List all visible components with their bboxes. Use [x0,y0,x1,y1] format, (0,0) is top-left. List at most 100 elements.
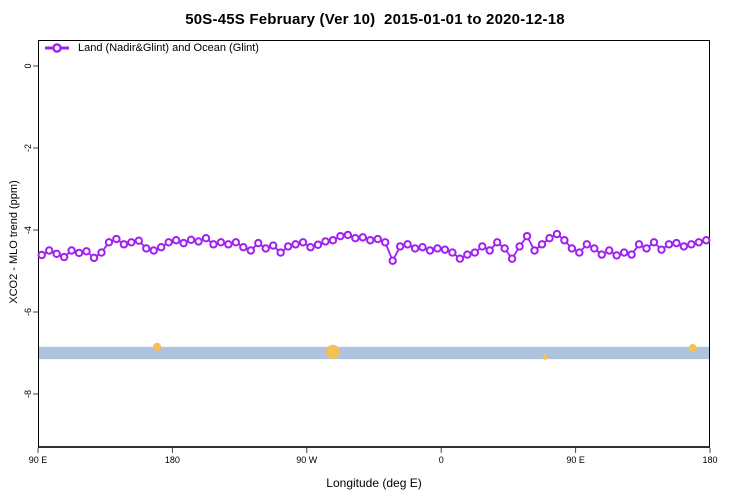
data-point [507,254,517,263]
data-point [313,240,323,249]
data-point [298,238,308,247]
data-point [89,253,99,263]
data-point [306,243,315,252]
outlier-mark [542,354,548,360]
x-axis-tick-label: 180 [165,455,180,465]
data-point [194,237,203,246]
outlier-mark [152,342,162,351]
plot-area [38,40,710,448]
data-point [59,252,69,262]
data-point [231,238,241,247]
data-point [418,243,427,252]
data-point [45,246,54,255]
data-point [254,238,263,248]
data-point [485,246,494,255]
reference-band [39,346,709,360]
data-point [500,244,509,253]
data-point [276,248,285,257]
data-point [104,238,114,247]
data-point [605,246,614,255]
data-point [171,236,181,245]
y-axis-tick-label: -4 [23,226,33,234]
data-point [373,234,382,244]
data-point [664,240,674,249]
data-point [52,249,61,258]
data-point [530,246,539,255]
data-point [395,242,405,251]
data-point [552,229,562,239]
data-point [687,240,696,249]
data-point [142,244,151,253]
data-point [575,248,584,257]
data-point [567,244,577,253]
data-point [388,256,397,265]
data-point [216,238,226,247]
data-point [522,231,532,241]
data-point [209,240,218,249]
data-point [679,242,689,251]
data-point [478,242,487,251]
y-axis-tick-label: 0 [23,63,33,68]
x-axis-tick-label: 180 [702,455,717,465]
data-point [470,248,479,257]
data-point [201,234,211,243]
outlier-mark [688,344,697,353]
data-point [343,230,353,240]
data-point [246,246,256,255]
data-point [283,242,293,251]
data-point [321,237,330,246]
chart-title: 50S-45S February (Ver 10) 2015-01-01 to … [185,11,565,28]
data-point [134,236,144,245]
data-point [179,238,188,248]
data-point [582,240,591,249]
data-point [515,242,524,251]
data-point [37,250,46,260]
data-point [291,240,300,249]
x-axis-title: Longitude (deg E) [326,476,422,490]
data-point [381,238,390,247]
data-point [112,234,121,244]
data-point [657,245,666,254]
data-point [74,248,84,258]
data-point [433,244,442,253]
data-point [239,243,248,252]
data-point [634,240,644,249]
y-axis-tick-label: -8 [23,390,33,398]
data-point [619,248,629,257]
legend-label: Land (Nadir&Glint) and Ocean (Glint) [78,42,259,54]
data-point [455,254,465,263]
data-point [351,234,360,243]
data-point [67,246,76,255]
x-axis-tick-label: 90 W [296,455,318,465]
data-point [590,244,599,253]
data-point [269,241,278,250]
legend-series-marker-icon [45,43,69,53]
data-point [157,243,166,252]
data-point [493,238,502,247]
data-point [440,245,450,254]
data-point [545,234,554,243]
data-point [463,250,472,259]
data-point [336,231,345,241]
legend: Land (Nadir&Glint) and Ocean (Glint) [44,41,259,55]
data-point [403,240,412,249]
x-axis-tick-label: 90 E [29,455,48,465]
data-point [410,244,420,253]
data-point [537,240,547,249]
data-point [261,244,270,253]
data-point [186,235,196,245]
data-point [627,250,636,259]
data-point [127,238,136,247]
data-point [425,246,435,255]
data-point [82,247,91,256]
y-axis-title: XCO2 - MLO trend (ppm) [8,180,20,304]
data-point [448,248,457,257]
data-point [366,236,375,245]
data-point [612,251,621,260]
data-point [328,236,338,245]
data-point [672,238,681,248]
data-point [597,250,606,259]
outlier-mark [325,344,340,359]
